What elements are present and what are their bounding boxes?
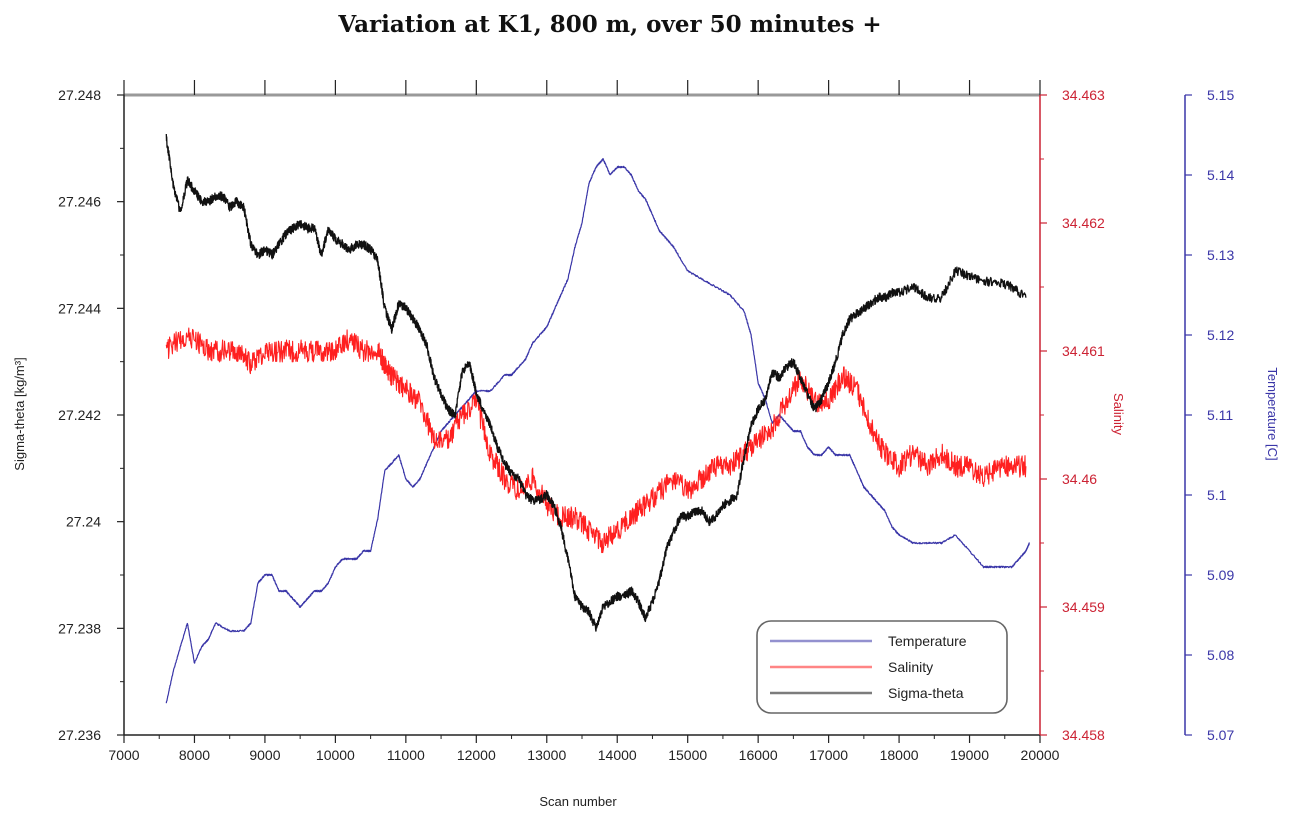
- x-tick-label-1: 8000: [179, 747, 210, 763]
- plot-series: [165, 133, 1030, 704]
- x-tick-label-2: 9000: [249, 747, 280, 763]
- y-left-tick-label-6: 27.248: [58, 87, 101, 103]
- y-salinity-tick-label-3: 34.461: [1062, 343, 1105, 359]
- x-tick-label-8: 15000: [668, 747, 707, 763]
- x-tick-label-0: 7000: [108, 747, 139, 763]
- y-salinity-tick-label-0: 34.458: [1062, 727, 1105, 743]
- y-left-tick-label-0: 27.236: [58, 727, 101, 743]
- y-left-tick-label-3: 27.242: [58, 407, 101, 423]
- y-temperature-tick-label-3: 5.1: [1207, 487, 1227, 503]
- y-axis-label-salinity: Salinity: [1111, 393, 1126, 435]
- y-left-tick-label-1: 27.238: [58, 620, 101, 636]
- y-salinity-tick-label-4: 34.462: [1062, 215, 1105, 231]
- y-salinity-tick-label-5: 34.463: [1062, 87, 1105, 103]
- legend-box: [756, 620, 1008, 714]
- x-tick-label-11: 18000: [880, 747, 919, 763]
- y-left-tick-label-4: 27.244: [58, 300, 101, 316]
- plot-axes: 7000 8000 9000 10000 11000 12000 13000 14000 150…: [58, 80, 1234, 763]
- y-left-tick-label-5: 27.246: [58, 194, 101, 210]
- y-salinity-tick-label-1: 34.459: [1062, 599, 1105, 615]
- x-tick-label-13: 20000: [1021, 747, 1060, 763]
- series-line-salinity: [165, 327, 1027, 554]
- y-temperature-tick-label-7: 5.14: [1207, 167, 1234, 183]
- legend: Temperature Salinity Sigma-theta: [756, 620, 1008, 714]
- x-tick-label-7: 14000: [598, 747, 637, 763]
- y-salinity-tick-label-2: 34.46: [1062, 471, 1097, 487]
- y-left-tick-label-2: 27.24: [66, 514, 101, 530]
- x-tick-label-9: 16000: [739, 747, 778, 763]
- x-tick-label-12: 19000: [950, 747, 989, 763]
- y-temperature-tick-label-6: 5.13: [1207, 247, 1234, 263]
- legend-entry-salinity: Salinity: [888, 659, 933, 675]
- x-tick-label-4: 11000: [387, 747, 425, 763]
- x-tick-label-5: 12000: [457, 747, 496, 763]
- y-axis-label-temperature: Temperature [C]: [1265, 367, 1280, 460]
- y-temperature-tick-label-8: 5.15: [1207, 87, 1234, 103]
- series-line-sigma-theta: [165, 133, 1027, 632]
- y-temperature-tick-label-1: 5.08: [1207, 647, 1234, 663]
- x-tick-label-3: 10000: [316, 747, 355, 763]
- y-temperature-tick-label-5: 5.12: [1207, 327, 1234, 343]
- x-tick-label-6: 13000: [527, 747, 566, 763]
- legend-entry-sigma-theta: Sigma-theta: [888, 685, 964, 701]
- x-tick-label-10: 17000: [809, 747, 848, 763]
- y-temperature-tick-label-0: 5.07: [1207, 727, 1234, 743]
- series-line-temperature: [165, 158, 1030, 704]
- y-axis-label-sigma-theta: Sigma-theta [kg/m³]: [12, 357, 27, 470]
- x-axis-label: Scan number: [539, 794, 617, 809]
- y-temperature-tick-label-2: 5.09: [1207, 567, 1234, 583]
- chart-title: Variation at K1, 800 m, over 50 minutes …: [337, 11, 881, 38]
- legend-entry-temperature: Temperature: [888, 633, 967, 649]
- y-temperature-tick-label-4: 5.11: [1207, 407, 1233, 423]
